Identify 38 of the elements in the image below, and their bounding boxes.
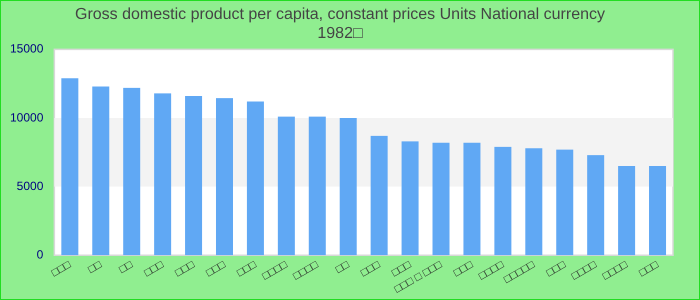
x-tick-label: □□ [117, 258, 136, 276]
bar [556, 150, 574, 256]
y-tick-label: 5000 [16, 178, 44, 193]
text: 1982□ [317, 25, 363, 42]
x-tick-label: □□□ [358, 258, 382, 280]
bar [340, 118, 357, 256]
bar [308, 116, 326, 256]
text: Gross domestic product per capita, constant prices Units National currency [74, 6, 606, 24]
bar [587, 155, 604, 256]
x-tick-label: □□□ [142, 258, 166, 280]
x-tick-label: □□□ [173, 258, 197, 280]
x-tick-label: □□□ [235, 258, 259, 280]
bar [61, 78, 78, 256]
x-tick-label: □□□ [204, 258, 228, 280]
bar [370, 136, 388, 256]
bar [463, 142, 480, 256]
x-tick-label: □□□ [452, 258, 476, 280]
x-tick-label: □□ [86, 258, 104, 276]
y-tick-label: 10000 [10, 110, 44, 124]
bar [216, 98, 233, 256]
bar [246, 102, 264, 256]
bar [185, 96, 202, 256]
bar [649, 166, 666, 256]
y-tick-label: 15000 [10, 42, 44, 56]
x-tick-label: □□ [334, 258, 352, 276]
bar [402, 141, 419, 256]
x-tick-label: □□□ [637, 258, 661, 280]
x-tick-label: □□□ [50, 258, 74, 280]
bar [525, 148, 542, 256]
bar [154, 93, 172, 256]
bar [494, 146, 512, 256]
y-tick-label: 0 [36, 248, 44, 262]
bar [92, 86, 110, 256]
bar [123, 88, 140, 256]
bar [432, 142, 450, 256]
bar [618, 166, 636, 256]
bar [278, 116, 295, 256]
x-tick-label: □□□ [544, 258, 568, 280]
